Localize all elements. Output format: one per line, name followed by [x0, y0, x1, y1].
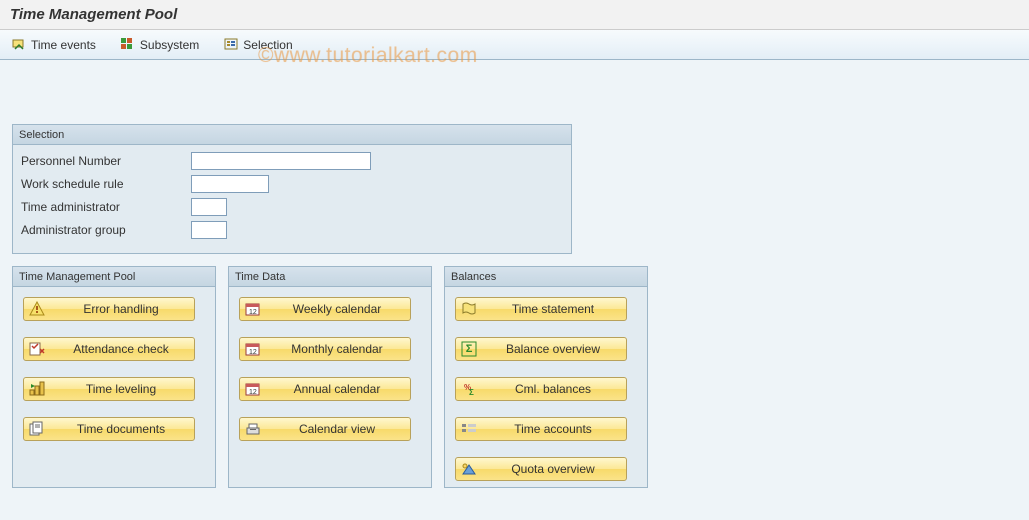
balance-overview-icon: Σ [458, 339, 480, 359]
time-statement-button[interactable]: Time statement [455, 297, 627, 321]
time-leveling-label: Time leveling [50, 382, 192, 396]
time-leveling-button[interactable]: Time leveling [23, 377, 195, 401]
time-administrator-row: Time administrator [21, 197, 563, 217]
balance-overview-button[interactable]: Σ Balance overview [455, 337, 627, 361]
balances-group-title: Balances [445, 267, 647, 287]
annual-calendar-label: Annual calendar [266, 382, 408, 396]
subsystem-button[interactable]: Subsystem [115, 34, 208, 56]
svg-text:12: 12 [249, 389, 257, 396]
error-handling-button[interactable]: Error handling [23, 297, 195, 321]
selection-group-title: Selection [13, 125, 571, 145]
administrator-group-label: Administrator group [21, 223, 191, 237]
svg-text:Σ: Σ [466, 343, 473, 355]
calendar-view-icon [242, 419, 264, 439]
personnel-number-row: Personnel Number [21, 151, 563, 171]
timedata-group-title: Time Data [229, 267, 431, 287]
time-administrator-input[interactable] [191, 198, 227, 216]
cml-balances-label: Cml. balances [482, 382, 624, 396]
quota-overview-label: Quota overview [482, 462, 624, 476]
time-statement-label: Time statement [482, 302, 624, 316]
work-schedule-rule-label: Work schedule rule [21, 177, 191, 191]
administrator-group-input[interactable] [191, 221, 227, 239]
svg-text:12: 12 [249, 349, 257, 356]
time-accounts-button[interactable]: Time accounts [455, 417, 627, 441]
toolbar: Time events Subsystem Selection [0, 30, 1029, 60]
calendar-view-button[interactable]: Calendar view [239, 417, 411, 441]
work-schedule-rule-row: Work schedule rule [21, 174, 563, 194]
subsystem-icon [120, 37, 136, 53]
timedata-group-body: 12 Weekly calendar 12 Monthly calendar 1… [229, 287, 431, 447]
page-title: Time Management Pool [10, 6, 177, 23]
content-area: Selection Personnel Number Work schedule… [0, 60, 1029, 520]
time-accounts-label: Time accounts [482, 422, 624, 436]
cml-balances-icon: %Σ [458, 379, 480, 399]
personnel-number-input[interactable] [191, 152, 371, 170]
columns: Time Management Pool Error handling Atte… [12, 266, 1017, 496]
attendance-check-icon [26, 339, 48, 359]
error-handling-icon [26, 299, 48, 319]
selection-groupbox: Selection Personnel Number Work schedule… [12, 124, 572, 254]
selection-toolbar-button[interactable]: Selection [218, 34, 301, 56]
weekly-calendar-icon: 12 [242, 299, 264, 319]
selection-toolbar-icon [223, 37, 239, 53]
time-events-icon [11, 37, 27, 53]
time-events-button[interactable]: Time events [6, 34, 105, 56]
svg-text:12: 12 [249, 309, 257, 316]
error-handling-label: Error handling [50, 302, 192, 316]
weekly-calendar-button[interactable]: 12 Weekly calendar [239, 297, 411, 321]
monthly-calendar-icon: 12 [242, 339, 264, 359]
app-root: Time Management Pool Time events Subsyst… [0, 0, 1029, 520]
pool-group-title: Time Management Pool [13, 267, 215, 287]
time-documents-button[interactable]: Time documents [23, 417, 195, 441]
balances-groupbox: Balances Time statement Σ Balance overvi… [444, 266, 648, 488]
time-administrator-label: Time administrator [21, 200, 191, 214]
pool-groupbox: Time Management Pool Error handling Atte… [12, 266, 216, 488]
quota-overview-icon [458, 459, 480, 479]
attendance-check-button[interactable]: Attendance check [23, 337, 195, 361]
time-documents-icon [26, 419, 48, 439]
monthly-calendar-button[interactable]: 12 Monthly calendar [239, 337, 411, 361]
calendar-view-label: Calendar view [266, 422, 408, 436]
balance-overview-label: Balance overview [482, 342, 624, 356]
timedata-groupbox: Time Data 12 Weekly calendar 12 Monthly … [228, 266, 432, 488]
selection-group-body: Personnel Number Work schedule rule Time… [13, 145, 571, 253]
time-statement-icon [458, 299, 480, 319]
selection-toolbar-label: Selection [243, 38, 292, 52]
administrator-group-row: Administrator group [21, 220, 563, 240]
subsystem-label: Subsystem [140, 38, 199, 52]
svg-text:Σ: Σ [469, 388, 474, 397]
time-leveling-icon [26, 379, 48, 399]
pool-group-body: Error handling Attendance check Time lev… [13, 287, 215, 447]
weekly-calendar-label: Weekly calendar [266, 302, 408, 316]
time-accounts-icon [458, 419, 480, 439]
time-events-label: Time events [31, 38, 96, 52]
annual-calendar-button[interactable]: 12 Annual calendar [239, 377, 411, 401]
time-documents-label: Time documents [50, 422, 192, 436]
monthly-calendar-label: Monthly calendar [266, 342, 408, 356]
cml-balances-button[interactable]: %Σ Cml. balances [455, 377, 627, 401]
personnel-number-label: Personnel Number [21, 154, 191, 168]
quota-overview-button[interactable]: Quota overview [455, 457, 627, 481]
work-schedule-rule-input[interactable] [191, 175, 269, 193]
title-bar: Time Management Pool [0, 0, 1029, 30]
balances-group-body: Time statement Σ Balance overview %Σ Cml… [445, 287, 647, 487]
annual-calendar-icon: 12 [242, 379, 264, 399]
attendance-check-label: Attendance check [50, 342, 192, 356]
